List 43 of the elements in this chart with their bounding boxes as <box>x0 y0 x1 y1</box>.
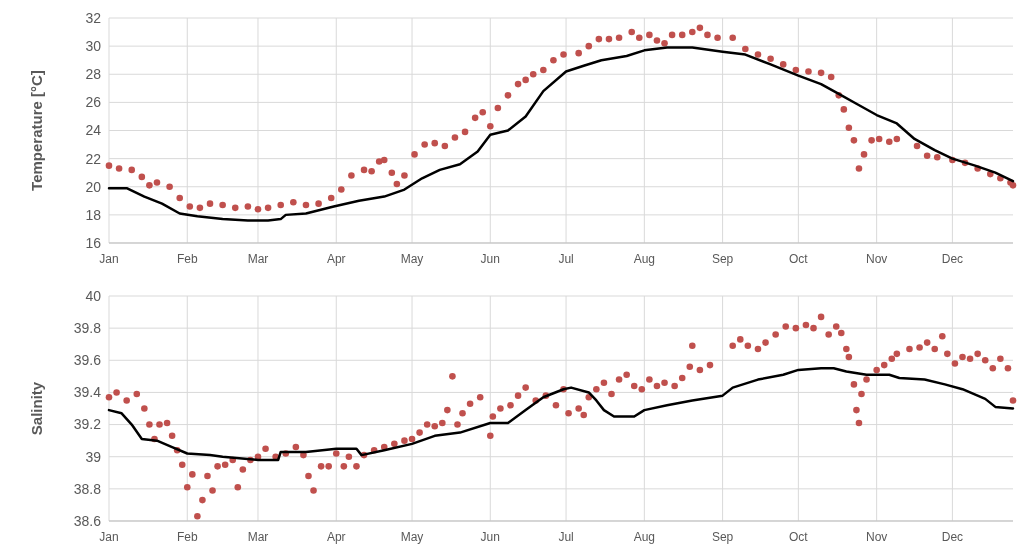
x-tick-label: Jan <box>99 530 119 544</box>
x-tick-label: May <box>400 252 424 266</box>
y-tick-label: 39 <box>85 448 102 465</box>
x-tick-label: Aug <box>633 530 656 544</box>
x-tick-label: Mar <box>247 252 269 266</box>
y-tick-label: 24 <box>85 122 102 139</box>
x-tick-label: Feb <box>176 252 198 266</box>
y-tick-label: 16 <box>85 234 102 251</box>
y-tick-label: 39.6 <box>73 352 102 369</box>
y-tick-label: 20 <box>85 178 102 195</box>
x-tick-label: Dec <box>941 252 964 266</box>
x-tick-label: Nov <box>865 530 888 544</box>
y-axis-title: Temperature [°C] <box>28 70 45 191</box>
x-tick-label: Apr <box>326 530 346 544</box>
y-tick-label: 22 <box>85 150 102 167</box>
x-tick-label: Nov <box>865 252 888 266</box>
y-tick-label: 40 <box>85 287 102 304</box>
x-tick-label: Apr <box>326 252 346 266</box>
x-tick-label: Mar <box>247 530 269 544</box>
y-tick-label: 39.4 <box>73 384 102 401</box>
x-tick-label: Jul <box>558 530 574 544</box>
y-tick-label: 28 <box>85 66 102 83</box>
y-tick-label: 38.8 <box>73 480 102 497</box>
x-tick-label: Dec <box>941 530 964 544</box>
y-tick-label: 18 <box>85 206 102 223</box>
x-tick-label: Jun <box>480 530 500 544</box>
x-tick-label: Oct <box>789 530 809 544</box>
x-tick-label: Jul <box>558 252 574 266</box>
x-tick-label: Sep <box>711 252 734 266</box>
x-tick-label: Jun <box>480 252 500 266</box>
x-tick-label: Sep <box>711 530 734 544</box>
x-tick-label: Oct <box>789 252 809 266</box>
y-tick-label: 30 <box>85 38 102 55</box>
y-tick-label: 26 <box>85 94 102 111</box>
x-tick-label: Jan <box>99 252 119 266</box>
y-tick-label: 32 <box>85 9 102 26</box>
y-tick-label: 38.6 <box>73 512 102 529</box>
x-tick-label: Feb <box>176 530 198 544</box>
x-tick-label: May <box>400 530 424 544</box>
y-tick-label: 39.2 <box>73 416 102 433</box>
y-tick-label: 39.8 <box>73 320 102 337</box>
x-tick-label: Aug <box>633 252 656 266</box>
y-axis-title: Salinity <box>28 381 45 436</box>
